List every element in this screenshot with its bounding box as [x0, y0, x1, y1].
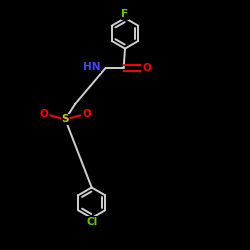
- Text: O: O: [40, 109, 48, 119]
- Text: O: O: [82, 109, 91, 119]
- Text: O: O: [142, 63, 151, 73]
- Text: HN: HN: [82, 62, 100, 72]
- Text: Cl: Cl: [86, 217, 97, 227]
- Text: F: F: [122, 9, 128, 19]
- Text: S: S: [62, 114, 69, 124]
